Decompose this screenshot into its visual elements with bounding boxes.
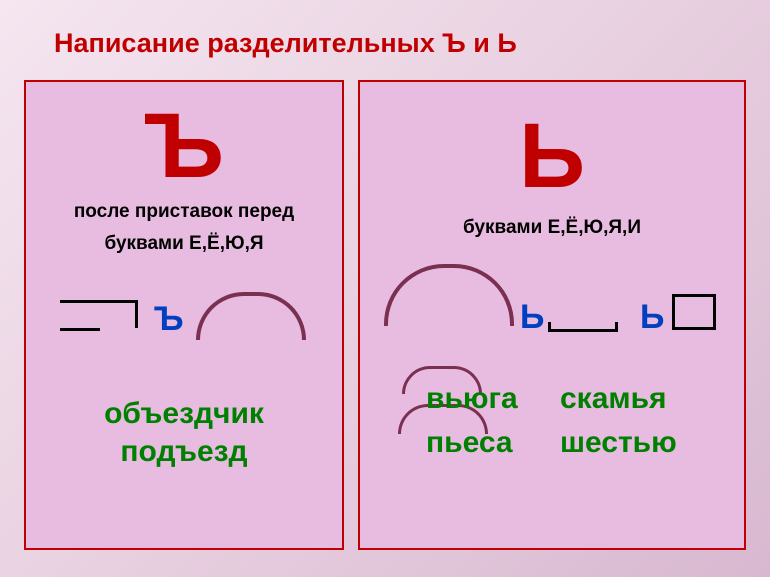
prefix-bracket-icon <box>60 328 100 331</box>
rule-hard-line2: буквами Е,Ё,Ю,Я <box>26 232 342 256</box>
rule-hard-line1: после приставок перед <box>26 200 342 224</box>
page-title: Написание разделительных Ъ и Ь <box>54 28 517 59</box>
examples-soft: вьюга скамья пьеса шестью <box>360 376 744 486</box>
suffix-box-icon <box>672 294 716 330</box>
ending-bracket-icon <box>548 322 618 332</box>
rule-soft-line1: буквами Е,Ё,Ю,Я,И <box>360 216 744 240</box>
example-word: пьеса <box>426 426 513 460</box>
root-arc-icon <box>384 264 514 326</box>
small-hard-sign: Ъ <box>154 300 184 339</box>
scheme-soft: Ь Ь <box>360 274 744 354</box>
big-letter-hard: Ъ <box>26 100 342 192</box>
prefix-bracket-icon <box>60 300 138 328</box>
scheme-hard: Ъ <box>26 280 342 360</box>
panel-hard-sign: Ъ после приставок перед буквами Е,Ё,Ю,Я … <box>24 80 344 550</box>
example-word: вьюга <box>426 382 518 416</box>
small-soft-sign: Ь <box>640 298 664 337</box>
panel-soft-sign: Ь буквами Е,Ё,Ю,Я,И Ь Ь вьюга скамья пье… <box>358 80 746 550</box>
root-arc-icon <box>196 292 306 340</box>
examples-hard: объездчик подъезд <box>26 395 342 471</box>
example-word: шестью <box>560 426 677 460</box>
small-soft-sign: Ь <box>520 298 544 337</box>
example-word: подъезд <box>120 435 247 469</box>
big-letter-soft: Ь <box>360 110 744 202</box>
example-word: скамья <box>560 382 667 416</box>
example-word: объездчик <box>104 397 264 431</box>
